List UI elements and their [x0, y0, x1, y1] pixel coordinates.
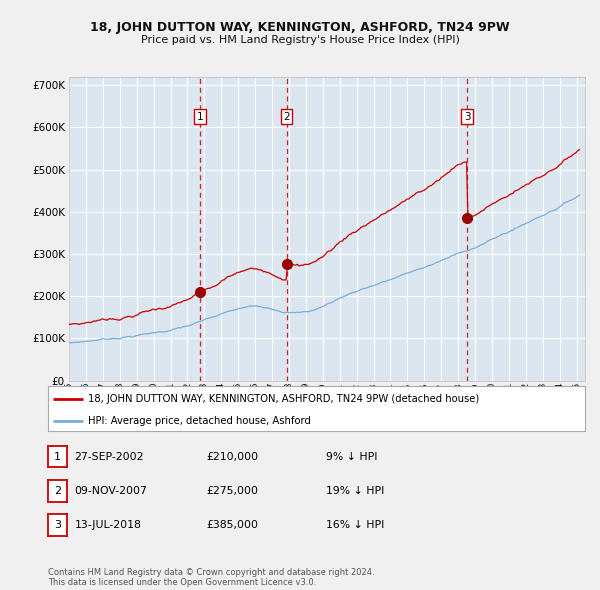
- Text: 18, JOHN DUTTON WAY, KENNINGTON, ASHFORD, TN24 9PW (detached house): 18, JOHN DUTTON WAY, KENNINGTON, ASHFORD…: [88, 394, 479, 404]
- Text: £385,000: £385,000: [206, 520, 259, 530]
- Text: HPI: Average price, detached house, Ashford: HPI: Average price, detached house, Ashf…: [88, 416, 311, 426]
- Text: 27-SEP-2002: 27-SEP-2002: [74, 452, 144, 461]
- Text: £275,000: £275,000: [206, 486, 259, 496]
- Text: 9% ↓ HPI: 9% ↓ HPI: [326, 452, 378, 461]
- Text: Price paid vs. HM Land Registry's House Price Index (HPI): Price paid vs. HM Land Registry's House …: [140, 35, 460, 45]
- Text: 3: 3: [54, 520, 61, 530]
- Text: £210,000: £210,000: [206, 452, 259, 461]
- Text: 19% ↓ HPI: 19% ↓ HPI: [326, 486, 385, 496]
- Text: 1: 1: [54, 452, 61, 461]
- Text: 13-JUL-2018: 13-JUL-2018: [74, 520, 141, 530]
- Text: Contains HM Land Registry data © Crown copyright and database right 2024.
This d: Contains HM Land Registry data © Crown c…: [48, 568, 374, 587]
- Text: 2: 2: [54, 486, 61, 496]
- Text: 18, JOHN DUTTON WAY, KENNINGTON, ASHFORD, TN24 9PW: 18, JOHN DUTTON WAY, KENNINGTON, ASHFORD…: [90, 21, 510, 34]
- Text: 16% ↓ HPI: 16% ↓ HPI: [326, 520, 385, 530]
- Text: 3: 3: [464, 112, 470, 122]
- Text: 2: 2: [283, 112, 290, 122]
- Text: 09-NOV-2007: 09-NOV-2007: [74, 486, 147, 496]
- Text: 1: 1: [197, 112, 203, 122]
